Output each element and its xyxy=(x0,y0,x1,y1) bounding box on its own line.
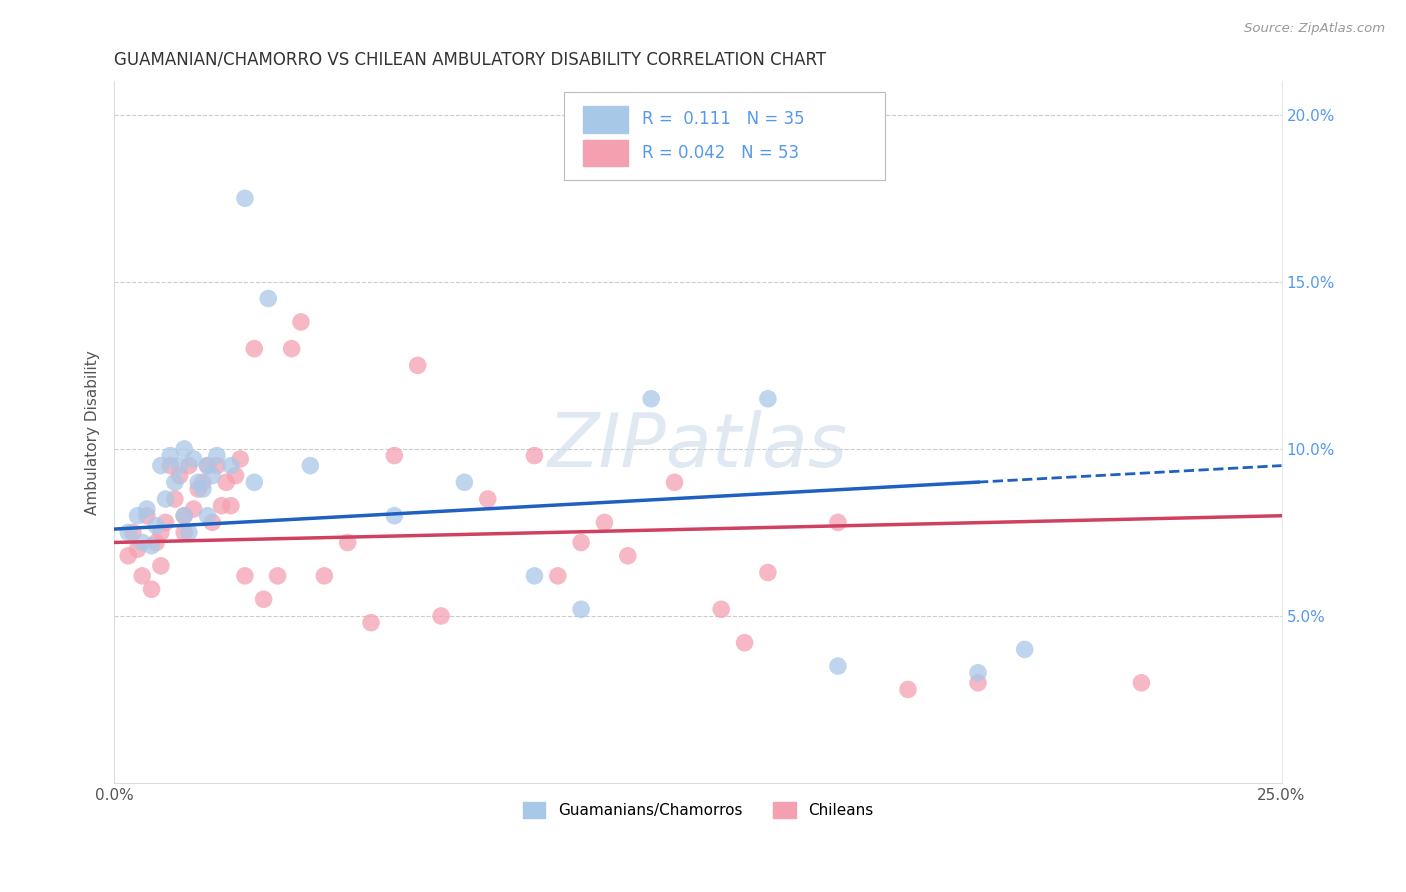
Point xyxy=(640,392,662,406)
Point xyxy=(177,458,200,473)
Point xyxy=(219,499,242,513)
Point xyxy=(897,682,920,697)
Point xyxy=(569,535,592,549)
Point xyxy=(299,458,322,473)
Point xyxy=(211,499,233,513)
Point xyxy=(201,468,224,483)
Point xyxy=(827,659,849,673)
Point xyxy=(233,191,256,205)
Point xyxy=(1014,642,1036,657)
Point xyxy=(191,475,214,490)
Point xyxy=(233,569,256,583)
Point xyxy=(173,508,195,523)
Point xyxy=(266,569,288,583)
FancyBboxPatch shape xyxy=(564,92,884,179)
Text: R = 0.042   N = 53: R = 0.042 N = 53 xyxy=(641,144,799,162)
Point xyxy=(827,516,849,530)
Point xyxy=(173,508,195,523)
Point xyxy=(243,475,266,490)
Point xyxy=(183,502,205,516)
Point xyxy=(967,665,990,680)
Point xyxy=(169,468,191,483)
Point xyxy=(205,449,228,463)
Point xyxy=(197,508,219,523)
Bar xyxy=(583,106,628,133)
Point xyxy=(159,458,181,473)
Point xyxy=(149,525,172,540)
Text: Source: ZipAtlas.com: Source: ZipAtlas.com xyxy=(1244,22,1385,36)
Point xyxy=(191,482,214,496)
Point xyxy=(243,342,266,356)
Point xyxy=(145,518,167,533)
Point xyxy=(127,508,149,523)
Point xyxy=(187,482,209,496)
Point xyxy=(121,525,143,540)
Point xyxy=(290,315,312,329)
Y-axis label: Ambulatory Disability: Ambulatory Disability xyxy=(86,350,100,515)
Point xyxy=(360,615,382,630)
Point xyxy=(117,525,139,540)
Point xyxy=(382,508,405,523)
Point xyxy=(155,491,177,506)
Point xyxy=(617,549,640,563)
Point xyxy=(183,451,205,466)
Point xyxy=(756,392,779,406)
Point xyxy=(523,569,546,583)
Point xyxy=(135,508,157,523)
Point xyxy=(127,542,149,557)
Point xyxy=(225,468,247,483)
Point xyxy=(155,516,177,530)
Point xyxy=(593,516,616,530)
Point xyxy=(710,602,733,616)
Point xyxy=(215,475,238,490)
Point xyxy=(173,525,195,540)
Point xyxy=(314,569,336,583)
Point xyxy=(756,566,779,580)
Point xyxy=(664,475,686,490)
Point xyxy=(257,292,280,306)
Point xyxy=(177,525,200,540)
Point xyxy=(280,342,302,356)
Point xyxy=(169,458,191,473)
Point xyxy=(163,491,186,506)
Point xyxy=(131,535,153,549)
Point xyxy=(149,458,172,473)
Text: R =  0.111   N = 35: R = 0.111 N = 35 xyxy=(641,111,804,128)
Point xyxy=(197,458,219,473)
Point xyxy=(430,609,453,624)
Point xyxy=(205,458,228,473)
Point xyxy=(523,449,546,463)
Point xyxy=(149,558,172,573)
Point xyxy=(382,449,405,463)
Point xyxy=(547,569,569,583)
Point xyxy=(197,458,219,473)
Point xyxy=(173,442,195,456)
Point xyxy=(336,535,359,549)
Text: ZIPatlas: ZIPatlas xyxy=(548,410,848,483)
Text: GUAMANIAN/CHAMORRO VS CHILEAN AMBULATORY DISABILITY CORRELATION CHART: GUAMANIAN/CHAMORRO VS CHILEAN AMBULATORY… xyxy=(114,51,827,69)
Point xyxy=(229,451,252,466)
Point xyxy=(252,592,274,607)
Legend: Guamanians/Chamorros, Chileans: Guamanians/Chamorros, Chileans xyxy=(516,797,879,824)
Point xyxy=(219,458,242,473)
Point xyxy=(406,359,429,373)
Bar xyxy=(583,139,628,166)
Point xyxy=(135,502,157,516)
Point xyxy=(117,549,139,563)
Point xyxy=(145,535,167,549)
Point xyxy=(734,636,756,650)
Point xyxy=(967,675,990,690)
Point xyxy=(477,491,499,506)
Point xyxy=(159,449,181,463)
Point xyxy=(569,602,592,616)
Point xyxy=(163,475,186,490)
Point xyxy=(453,475,475,490)
Point xyxy=(131,569,153,583)
Point xyxy=(141,582,163,597)
Point xyxy=(1130,675,1153,690)
Point xyxy=(141,539,163,553)
Point xyxy=(201,516,224,530)
Point xyxy=(187,475,209,490)
